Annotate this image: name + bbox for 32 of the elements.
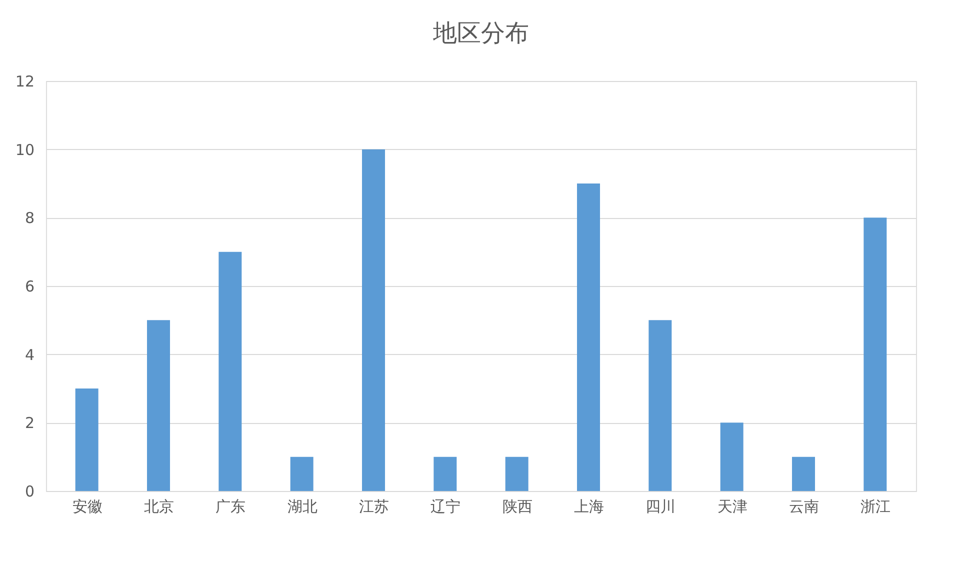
- y-tick-label: 8: [24, 209, 34, 228]
- bar: [505, 456, 528, 491]
- bar: [75, 388, 98, 491]
- bar: [218, 252, 242, 491]
- x-tick-label: 浙江: [860, 498, 891, 516]
- x-tick-label: 四川: [646, 498, 676, 516]
- x-tick-label: 安徽: [72, 498, 102, 516]
- bar: [290, 456, 314, 491]
- y-tick-label: 6: [24, 278, 34, 296]
- bar: [720, 422, 744, 491]
- y-tick-label: 12: [15, 72, 34, 90]
- chart-title: 地区分布: [432, 19, 529, 47]
- x-tick-label: 北京: [144, 498, 174, 516]
- bar: [362, 149, 385, 491]
- bar: [864, 218, 887, 491]
- bar: [434, 456, 457, 491]
- bar: [147, 320, 170, 491]
- y-tick-label: 10: [15, 140, 34, 159]
- bar: [577, 184, 600, 491]
- y-tick-label: 2: [24, 414, 34, 432]
- x-tick-label: 云南: [789, 498, 819, 516]
- x-tick-label: 湖北: [287, 498, 318, 516]
- x-tick-label: 天津: [717, 498, 748, 516]
- bar: [648, 320, 672, 491]
- x-tick-label: 上海: [574, 498, 604, 516]
- bar: [792, 456, 815, 491]
- x-tick-label: 江苏: [359, 498, 389, 516]
- x-tick-label: 陕西: [502, 498, 532, 516]
- x-tick-label: 广东: [216, 498, 246, 516]
- y-tick-label: 4: [24, 346, 34, 364]
- y-tick-label: 0: [24, 482, 34, 500]
- x-tick-label: 辽宁: [430, 498, 461, 516]
